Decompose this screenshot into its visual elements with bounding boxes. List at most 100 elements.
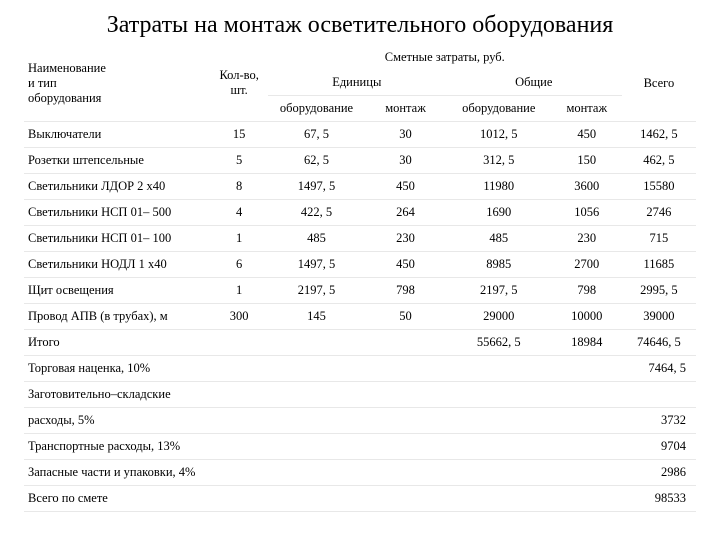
cell-tot-mt: 798 [552,278,622,304]
cost-table: Наименование и тип оборудования Кол-во, … [24,45,696,512]
table-row: Выключатели1567, 5301012, 54501462, 5 [24,122,696,148]
summary-name: Всего по смете [24,486,622,512]
summary-name: Заготовительно–складские [24,382,622,408]
col-qty-l1: Кол-во, [215,68,264,83]
cell-unit-mt: 798 [365,278,446,304]
cell-tot-eq: 11980 [446,174,552,200]
cell-qty: 15 [211,122,268,148]
cell-qty: 4 [211,200,268,226]
table-row: Светильники НОДЛ 1 х4061497, 54508985270… [24,252,696,278]
cell-unit-eq: 1497, 5 [268,174,366,200]
summary-row: Заготовительно–складские [24,382,696,408]
cell-total: 74646, 5 [622,330,696,356]
summary-row: Запасные части и упаковки, 4%2986 [24,460,696,486]
cell-tot-mt: 18984 [552,330,622,356]
cell-total: 715 [622,226,696,252]
cell-tot-eq: 312, 5 [446,148,552,174]
cell-total: 2746 [622,200,696,226]
cell-tot-mt: 3600 [552,174,622,200]
table-row: Провод АПВ (в трубах), м3001455029000100… [24,304,696,330]
cell-qty: 1 [211,226,268,252]
col-total: Общие [446,70,622,96]
cell-unit-mt: 450 [365,174,446,200]
table-row: Розетки штепсельные562, 530312, 5150462,… [24,148,696,174]
cell-name: Итого [24,330,211,356]
cell-unit-eq: 485 [268,226,366,252]
col-total-equip: оборудование [446,96,552,122]
cell-name: Светильники НСП 01– 500 [24,200,211,226]
cell-unit-eq: 2197, 5 [268,278,366,304]
cell-unit-mt: 50 [365,304,446,330]
cell-total: 39000 [622,304,696,330]
cell-qty: 6 [211,252,268,278]
cell-tot-mt: 150 [552,148,622,174]
summary-row: Транспортные расходы, 13%9704 [24,434,696,460]
cell-tot-mt: 230 [552,226,622,252]
cell-qty: 5 [211,148,268,174]
summary-name: Запасные части и упаковки, 4% [24,460,622,486]
summary-name: расходы, 5% [24,408,622,434]
cell-unit-mt: 450 [365,252,446,278]
summary-value: 2986 [622,460,696,486]
cell-total: 1462, 5 [622,122,696,148]
cell-tot-mt: 450 [552,122,622,148]
summary-row: расходы, 5%3732 [24,408,696,434]
cell-qty: 300 [211,304,268,330]
cell-unit-eq: 1497, 5 [268,252,366,278]
col-unit-install: монтаж [365,96,446,122]
summary-value [622,382,696,408]
cell-name: Выключатели [24,122,211,148]
col-name-l3: оборудования [28,91,207,106]
table-body: Выключатели1567, 5301012, 54501462, 5Роз… [24,122,696,512]
cell-total: 2995, 5 [622,278,696,304]
cell-name: Розетки штепсельные [24,148,211,174]
table-row: Светильники ЛДОР 2 х4081497, 54501198036… [24,174,696,200]
col-qty-l2: шт. [215,83,264,98]
col-name-l1: Наименование [28,61,207,76]
col-costs-top: Сметные затраты, руб. [268,45,622,70]
col-name-l2: и тип [28,76,207,91]
cell-total: 462, 5 [622,148,696,174]
cell-qty: 1 [211,278,268,304]
cell-tot-mt: 1056 [552,200,622,226]
cell-unit-eq: 62, 5 [268,148,366,174]
cell-unit-mt: 264 [365,200,446,226]
cell-tot-eq: 29000 [446,304,552,330]
col-total-install: монтаж [552,96,622,122]
col-unit: Единицы [268,70,446,96]
summary-name: Торговая наценка, 10% [24,356,622,382]
summary-value: 3732 [622,408,696,434]
cell-qty: 8 [211,174,268,200]
summary-row: Торговая наценка, 10%7464, 5 [24,356,696,382]
cell-tot-eq: 1012, 5 [446,122,552,148]
cell-tot-mt: 2700 [552,252,622,278]
table-header: Наименование и тип оборудования Кол-во, … [24,45,696,122]
cell-total: 15580 [622,174,696,200]
cell-unit-eq: 422, 5 [268,200,366,226]
summary-value: 9704 [622,434,696,460]
cell-unit-mt: 30 [365,148,446,174]
cell-name: Щит освещения [24,278,211,304]
cell-name: Светильники НОДЛ 1 х40 [24,252,211,278]
summary-value: 98533 [622,486,696,512]
col-grandtotal: Всего [622,45,696,122]
cell-tot-eq: 485 [446,226,552,252]
row-itogo: Итого55662, 51898474646, 5 [24,330,696,356]
col-unit-equip: оборудование [268,96,366,122]
table-row: Щит освещения12197, 57982197, 57982995, … [24,278,696,304]
cell-total: 11685 [622,252,696,278]
table-row: Светильники НСП 01– 1001485230485230715 [24,226,696,252]
cell-tot-eq: 8985 [446,252,552,278]
cell-tot-mt: 10000 [552,304,622,330]
cell-name: Светильники ЛДОР 2 х40 [24,174,211,200]
summary-name: Транспортные расходы, 13% [24,434,622,460]
summary-value: 7464, 5 [622,356,696,382]
table-row: Светильники НСП 01– 5004422, 52641690105… [24,200,696,226]
cell-unit-eq: 145 [268,304,366,330]
cell-unit-mt: 230 [365,226,446,252]
cell-tot-eq: 1690 [446,200,552,226]
cell-unit-eq: 67, 5 [268,122,366,148]
page-title: Затраты на монтаж осветительного оборудо… [24,12,696,39]
cell-unit-mt: 30 [365,122,446,148]
cell-tot-eq: 2197, 5 [446,278,552,304]
